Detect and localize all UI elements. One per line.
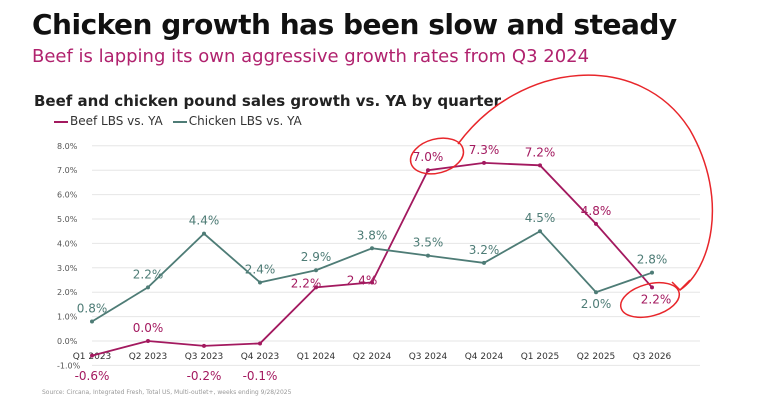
chicken-point <box>202 231 206 236</box>
chicken-point <box>594 290 598 295</box>
legend-beef: Beef LBS vs. YA <box>54 114 163 128</box>
x-tick-label: Q1 2025 <box>521 352 560 362</box>
x-tick-label: Q4 2023 <box>241 352 280 362</box>
chicken-data-label: 2.9% <box>301 250 332 264</box>
legend: Beef LBS vs. YA Chicken LBS vs. YA <box>54 114 302 128</box>
chicken-data-label: 2.4% <box>245 262 276 276</box>
x-tick-label: Q3 2023 <box>185 352 224 362</box>
legend-chicken-label: Chicken LBS vs. YA <box>188 114 302 128</box>
beef-point <box>146 339 150 343</box>
slide-subtitle: Beef is lapping its own aggressive growt… <box>32 46 590 67</box>
beef-data-label: 7.0% <box>413 150 444 164</box>
beef-data-label: 2.4% <box>347 273 378 287</box>
beef-point <box>538 163 542 168</box>
beef-swatch <box>54 120 68 123</box>
beef-point <box>426 168 430 173</box>
y-tick-label: 3.0% <box>57 264 78 273</box>
chicken-point <box>90 319 94 324</box>
x-tick-label: Q2 2023 <box>129 352 168 362</box>
beef-point <box>370 280 374 285</box>
x-tick-label: Q2 2024 <box>353 352 392 362</box>
chicken-point <box>370 246 374 251</box>
y-tick-label: 4.0% <box>57 239 78 248</box>
beef-data-label: -0.2% <box>187 369 222 383</box>
legend-beef-label: Beef LBS vs. YA <box>70 114 163 128</box>
x-tick-label: Q4 2024 <box>465 352 504 362</box>
y-tick-label: 5.0% <box>57 215 78 224</box>
annotation-circle-q3-2024 <box>409 137 465 175</box>
legend-chicken: Chicken LBS vs. YA <box>172 114 302 128</box>
chicken-point <box>482 260 486 265</box>
chicken-data-label: 2.8% <box>637 253 668 267</box>
beef-data-label: 7.3% <box>469 143 500 157</box>
chicken-swatch <box>172 120 187 123</box>
beef-point <box>650 285 654 290</box>
beef-data-label: 4.8% <box>581 204 612 218</box>
annotation-arrowhead <box>671 279 691 292</box>
y-tick-label: 2.0% <box>57 288 78 297</box>
beef-data-label: 0.0% <box>133 321 164 335</box>
y-tick-label: 0.0% <box>57 337 78 346</box>
chicken-point <box>314 268 318 273</box>
chicken-point <box>146 285 150 290</box>
x-tick-label: Q3 2024 <box>409 352 448 362</box>
beef-point <box>202 343 206 348</box>
chicken-data-label: 3.5% <box>413 236 444 250</box>
chicken-point <box>538 229 542 234</box>
annotation-arrow <box>457 74 714 291</box>
y-tick-label: -1.0% <box>57 361 81 370</box>
beef-point <box>482 160 486 165</box>
annotation-circle-q3-2026 <box>619 281 681 319</box>
slide-title: Chicken growth has been slow and steady <box>32 8 677 41</box>
x-tick-label: Q3 2026 <box>633 352 672 362</box>
chicken-data-label: 2.0% <box>581 297 612 311</box>
beef-point <box>594 221 598 226</box>
beef-point <box>90 353 94 358</box>
chicken-point <box>258 280 262 285</box>
chicken-data-label: 4.5% <box>525 211 556 225</box>
y-tick-label: 1.0% <box>57 313 78 322</box>
chicken-data-label: 3.2% <box>469 243 500 257</box>
chicken-data-label: 2.2% <box>133 267 164 281</box>
x-tick-label: Q1 2024 <box>297 352 336 362</box>
y-tick-label: 6.0% <box>57 191 78 200</box>
source-note: Source: Circana, Integrated Fresh, Total… <box>42 389 292 396</box>
chicken-point <box>426 253 430 258</box>
beef-point <box>258 341 262 346</box>
x-tick-label: Q2 2025 <box>577 352 616 362</box>
beef-data-label: -0.6% <box>75 369 110 383</box>
chicken-data-label: 3.8% <box>357 228 388 242</box>
chicken-point <box>650 270 654 275</box>
chicken-data-label: 4.4% <box>189 214 220 228</box>
y-tick-label: 7.0% <box>57 166 78 175</box>
beef-data-label: 7.2% <box>525 145 556 159</box>
beef-data-label: 2.2% <box>641 292 672 306</box>
beef-data-label: -0.1% <box>243 369 278 383</box>
beef-data-label: 2.2% <box>291 276 322 290</box>
y-tick-label: 8.0% <box>57 142 78 151</box>
chart-title: Beef and chicken pound sales growth vs. … <box>34 92 502 110</box>
beef-point <box>314 285 318 290</box>
chicken-data-label: 0.8% <box>77 301 108 315</box>
